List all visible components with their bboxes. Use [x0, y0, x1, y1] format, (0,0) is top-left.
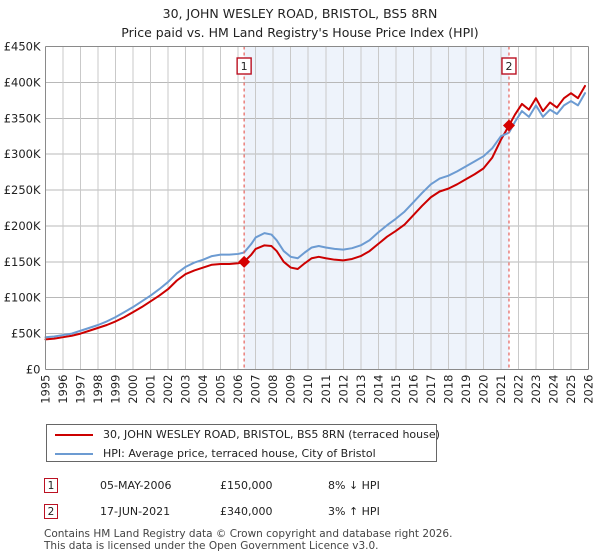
- table-row: 2 17-JUN-2021 £340,000 3% ↑ HPI: [44, 498, 484, 524]
- x-tick-label: 2024: [546, 375, 560, 404]
- transaction-table: 1 05-MAY-2006 £150,000 8% ↓ HPI 2 17-JUN…: [44, 472, 484, 524]
- x-tick-label: 2025: [564, 375, 578, 404]
- legend-swatch-hpi: [55, 452, 93, 455]
- series-line-hpi: [44, 92, 586, 339]
- x-tick-label: 2022: [511, 375, 525, 404]
- footer-line-1: Contains HM Land Registry data © Crown c…: [44, 528, 453, 540]
- x-tick-label: 2004: [196, 375, 210, 404]
- x-tick-label: 2019: [459, 375, 473, 404]
- y-tick-label: £350K: [4, 111, 41, 125]
- y-tick-label: £50K: [11, 327, 41, 341]
- x-tick-label: 2018: [441, 375, 455, 404]
- footer-line-2: This data is licensed under the Open Gov…: [44, 540, 379, 552]
- x-axis-tick-labels: 1995 1996 1997 1998 1999 2000 2001 2002 2003 2004…: [39, 375, 596, 404]
- svg-text:1: 1: [241, 60, 248, 73]
- x-tick-label: 1996: [56, 375, 70, 404]
- x-tick-label: 2006: [231, 375, 245, 404]
- x-tick-label: 2021: [494, 375, 508, 404]
- x-tick-label: 2001: [144, 375, 158, 404]
- transaction-date-1: 05-MAY-2006: [100, 478, 172, 492]
- y-tick-label: £300K: [4, 147, 41, 161]
- x-tick-label: 2007: [249, 375, 263, 404]
- shaded-ownership-region: [244, 46, 509, 370]
- x-tick-label: 2005: [214, 375, 228, 404]
- legend-label-property: 30, JOHN WESLEY ROAD, BRISTOL, BS5 8RN (…: [103, 428, 440, 441]
- y-tick-label: £150K: [4, 255, 41, 269]
- y-tick-label: £450K: [4, 40, 41, 54]
- page-subtitle: Price paid vs. HM Land Registry's House …: [121, 25, 479, 40]
- x-tick-label: 2011: [319, 375, 333, 404]
- x-tick-label: 1999: [109, 375, 123, 404]
- x-tick-label: 2008: [266, 375, 280, 404]
- x-tick-label: 2014: [371, 375, 385, 404]
- x-tick-label: 2000: [126, 375, 140, 404]
- x-tick-label: 2015: [389, 375, 403, 404]
- y-tick-label: £400K: [4, 75, 41, 89]
- legend-item-hpi: HPI: Average price, terraced house, City…: [47, 444, 436, 463]
- y-tick-label: £100K: [4, 291, 41, 305]
- x-tick-label: 2009: [284, 375, 298, 404]
- axis-lines: [45, 46, 589, 370]
- legend-item-property: 30, JOHN WESLEY ROAD, BRISTOL, BS5 8RN (…: [47, 425, 440, 444]
- transaction-hpi-delta-2: 3% ↑ HPI: [328, 504, 380, 518]
- svg-text:2: 2: [505, 60, 512, 73]
- title-block: 30, JOHN WESLEY ROAD, BRISTOL, BS5 8RN P…: [0, 0, 600, 40]
- transaction-price-2: £340,000: [220, 504, 273, 518]
- x-tick-label: 2023: [529, 375, 543, 404]
- legend-swatch-property: [55, 433, 93, 436]
- x-tick-label: 1995: [39, 375, 53, 404]
- y-tick-label: £200K: [4, 219, 41, 233]
- table-row: 1 05-MAY-2006 £150,000 8% ↓ HPI: [44, 472, 484, 498]
- x-tick-label: 2026: [582, 375, 596, 404]
- chart-legend: 30, JOHN WESLEY ROAD, BRISTOL, BS5 8RN (…: [46, 424, 440, 463]
- transaction-badge-1: 1: [44, 477, 58, 493]
- x-tick-label: 2013: [354, 375, 368, 404]
- x-tick-label: 1997: [74, 375, 88, 404]
- transaction-date-2: 17-JUN-2021: [100, 504, 171, 518]
- x-tick-label: 2002: [161, 375, 175, 404]
- y-tick-label: £250K: [4, 183, 41, 197]
- page-title: 30, JOHN WESLEY ROAD, BRISTOL, BS5 8RN: [162, 6, 438, 21]
- x-tick-label: 1998: [91, 375, 105, 404]
- attribution-footer: Contains HM Land Registry data © Crown c…: [44, 528, 584, 552]
- transaction-price-1: £150,000: [220, 478, 273, 492]
- transaction-badge-2: 2: [44, 503, 58, 519]
- x-tick-label: 2003: [179, 375, 193, 404]
- transaction-hpi-delta-1: 8% ↓ HPI: [328, 478, 380, 492]
- y-axis-tick-labels: £0 £50K £100K £150K £200K £250K £300K £350K £400…: [4, 40, 41, 377]
- x-tick-label: 2012: [336, 375, 350, 404]
- y-tick-label: £0: [26, 363, 41, 377]
- x-tick-label: 2017: [424, 375, 438, 404]
- legend-label-hpi: HPI: Average price, terraced house, City…: [103, 447, 376, 460]
- ownership-span-shade: [244, 46, 509, 370]
- x-tick-label: 2020: [476, 375, 490, 404]
- x-tick-label: 2010: [301, 375, 315, 404]
- x-tick-label: 2016: [406, 375, 420, 404]
